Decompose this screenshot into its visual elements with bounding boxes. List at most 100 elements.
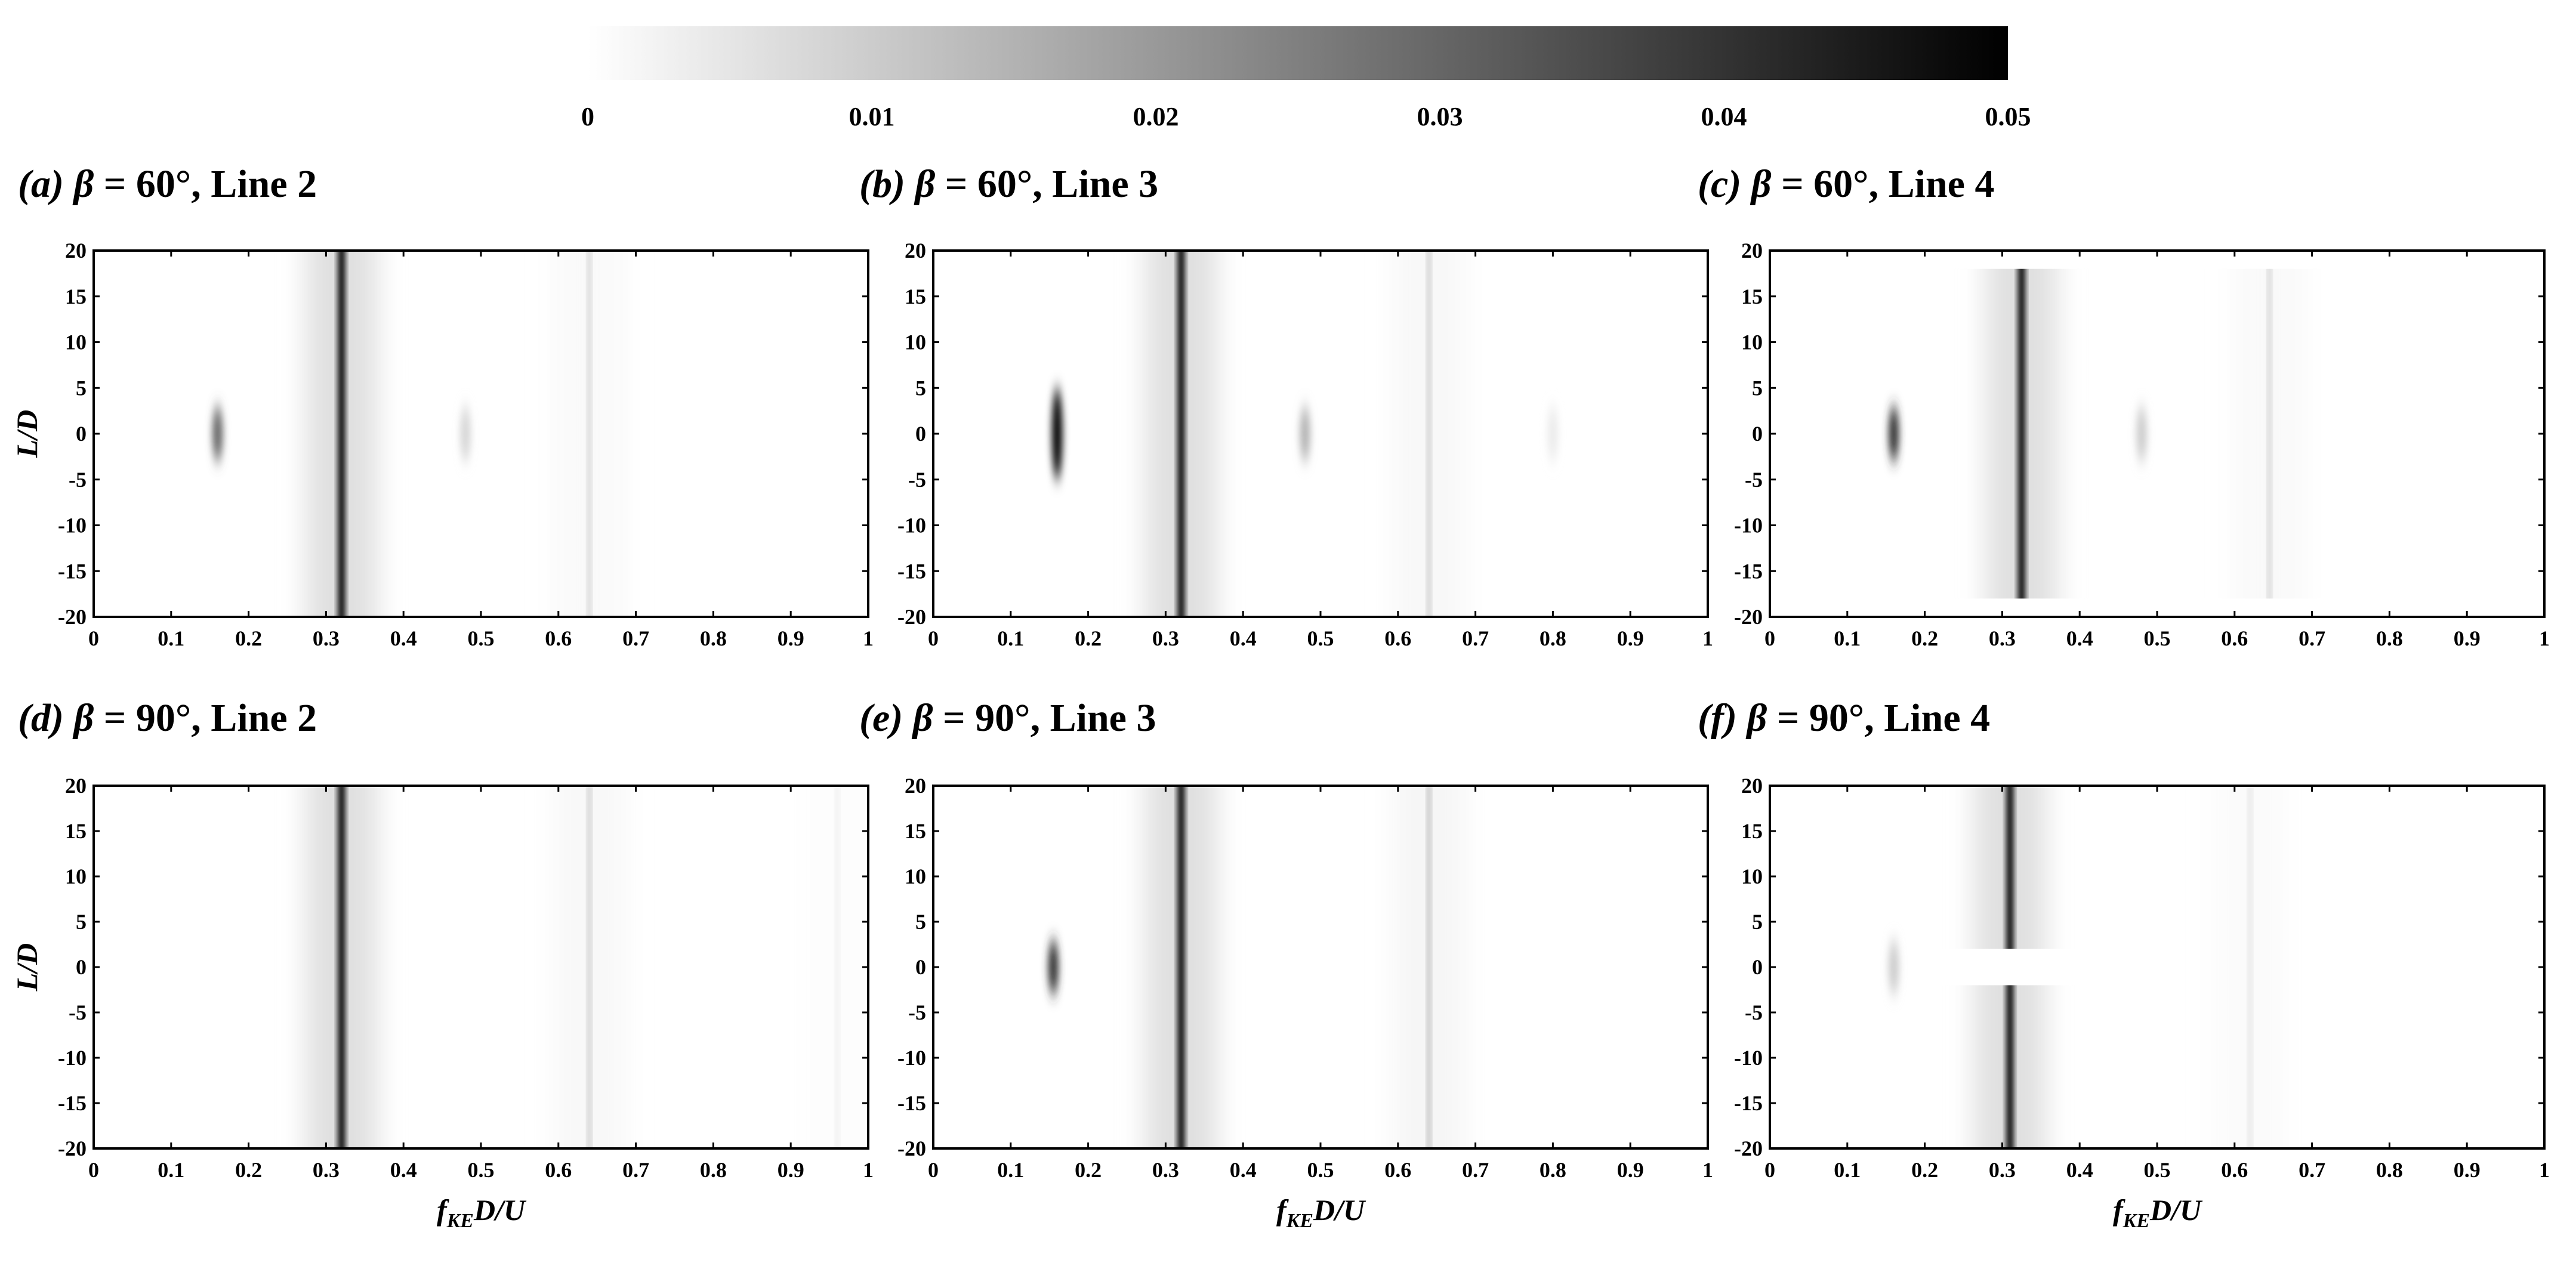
y-tick-label: -20	[58, 605, 87, 629]
beta-value: = 60°,	[1772, 162, 1889, 206]
beta-symbol: β	[72, 162, 94, 206]
x-tick-label: 0.4	[1230, 1158, 1257, 1182]
panel-letter: (b)	[859, 162, 915, 206]
x-tick-label: 0.6	[2221, 1158, 2248, 1182]
y-tick-label: 20	[65, 774, 87, 798]
y-tick-label: -5	[69, 468, 87, 492]
x-tick-label: 0.2	[1911, 1158, 1938, 1182]
plot-area	[933, 786, 1708, 1148]
y-tick-label: 0	[1752, 955, 1763, 979]
x-tick-label: 0.3	[1989, 626, 2016, 650]
beta-symbol: β	[913, 162, 935, 206]
x-tick-label: 0.8	[2376, 626, 2403, 650]
x-tick-label: 0.6	[1384, 1158, 1411, 1182]
colorbar-tick-label: 0.05	[1985, 102, 2031, 131]
spectral-peak-spot	[460, 406, 471, 462]
x-tick-label: 0.9	[2454, 626, 2481, 650]
y-tick-label: -10	[58, 1046, 87, 1070]
y-tick-label: 5	[915, 376, 926, 400]
y-tick-label: -15	[897, 559, 926, 583]
x-tick-label: 0.8	[1540, 1158, 1566, 1182]
beta-symbol: β	[1745, 696, 1767, 740]
line-label: Line 4	[1884, 696, 1990, 740]
x-tick-label: 0.2	[1075, 1158, 1102, 1182]
x-tick-label: 0.6	[545, 1158, 572, 1182]
y-tick-label: -5	[908, 468, 926, 492]
x-tick-label: 0	[928, 626, 939, 650]
spectral-peak-line	[587, 786, 591, 1148]
y-tick-label: 5	[1752, 376, 1763, 400]
y-tick-label: 15	[1741, 819, 1763, 843]
spectral-peak-spot	[212, 406, 223, 462]
x-tick-label: 0.6	[545, 626, 572, 650]
panel-d: (d) β = 90°, Line 2 0 0.1 0.2 0.3 0.4 0.5 0.6 0.…	[10, 696, 874, 1232]
y-tick-label: -5	[908, 1000, 926, 1024]
plot-area	[1770, 251, 2544, 617]
x-tick-label: 0.2	[235, 1158, 262, 1182]
panel-b: (b) β = 60°, Line 3 0 0.1 0.2 0.3 0.4 0.5 0.6 0.…	[859, 162, 1713, 650]
x-tick-label: 0	[928, 1158, 939, 1182]
y-tick-label: 10	[905, 331, 926, 354]
line-label: Line 3	[1052, 162, 1158, 206]
x-axis-label: fKED/U	[2113, 1193, 2203, 1232]
spectral-peak-spot	[1888, 406, 1899, 462]
y-tick-label: 5	[76, 910, 87, 934]
spectral-peak-line	[835, 786, 840, 1148]
x-tick-label: 0.3	[313, 626, 340, 650]
y-tick-label: 5	[915, 910, 926, 934]
x-tick-label: 1	[2539, 1158, 2550, 1182]
x-tick-label: 0.6	[2221, 626, 2248, 650]
y-tick-label: -20	[897, 1137, 926, 1160]
spectral-peak-line	[1427, 251, 1431, 617]
plot-area	[94, 786, 868, 1148]
beta-value: = 60°,	[94, 162, 211, 206]
y-tick-label: 15	[65, 819, 87, 843]
x-tick-label: 0.8	[2376, 1158, 2403, 1182]
panel-letter: (e)	[859, 696, 913, 740]
colorbar-tick-label: 0	[581, 102, 594, 131]
x-tick-label: 0.7	[1462, 626, 1489, 650]
y-tick-label: -5	[1745, 468, 1763, 492]
beta-value: = 90°,	[94, 696, 211, 740]
spectral-peak-spot	[1547, 406, 1559, 462]
y-tick-label: -10	[1734, 1046, 1763, 1070]
x-tick-label: 1	[863, 1158, 874, 1182]
spectral-peak-spot	[1051, 388, 1063, 480]
y-tick-label: -20	[1734, 1137, 1763, 1160]
beta-value: = 60°,	[935, 162, 1052, 206]
x-tick-label: 0	[88, 626, 99, 650]
heatmap-marks	[1051, 251, 1559, 617]
x-tick-label: 0.2	[1911, 626, 1938, 650]
x-tick-label: 0.4	[390, 626, 417, 650]
x-tick-label: 0	[88, 1158, 99, 1182]
beta-symbol: β	[911, 696, 933, 740]
panel-letter: (d)	[18, 696, 73, 740]
panel-letter: (c)	[1698, 162, 1751, 206]
y-tick-label: 10	[65, 331, 87, 354]
heatmap-marks	[1888, 268, 2306, 599]
x-tick-label: 0.4	[1230, 626, 1257, 650]
y-tick-label: 5	[76, 376, 87, 400]
y-tick-label: 0	[915, 422, 926, 446]
line-label: Line 3	[1050, 696, 1156, 740]
x-tick-label: 0.4	[390, 1158, 417, 1182]
x-tick-label: 0.7	[2299, 1158, 2325, 1182]
y-tick-label: 0	[915, 955, 926, 979]
y-tick-label: 10	[65, 864, 87, 888]
y-tick-label: 0	[1752, 422, 1763, 446]
x-tick-label: 0	[1764, 1158, 1775, 1182]
y-tick-label: -20	[58, 1137, 87, 1160]
x-tick-label: 1	[1702, 626, 1713, 650]
x-tick-label: 0.7	[622, 626, 649, 650]
x-tick-label: 0.1	[1834, 626, 1861, 650]
x-tick-label: 0.7	[2299, 626, 2325, 650]
panel-c: (c) β = 60°, Line 4 0 0.1 0.2 0.3 0.4 0.5 0.6 0.…	[1698, 162, 2550, 650]
x-tick-label: 0.7	[622, 1158, 649, 1182]
y-tick-label: -10	[897, 514, 926, 538]
x-tick-label: 0.1	[1834, 1158, 1861, 1182]
colorbar-tick-label: 0.01	[849, 102, 895, 131]
panel-e: (e) β = 90°, Line 3 0 0.1 0.2 0.3 0.4 0.5 0.6 0.…	[859, 696, 1713, 1232]
plot-area	[933, 251, 1708, 617]
spectral-peak-line	[2006, 985, 2014, 1148]
line-label: Line 2	[211, 696, 317, 740]
